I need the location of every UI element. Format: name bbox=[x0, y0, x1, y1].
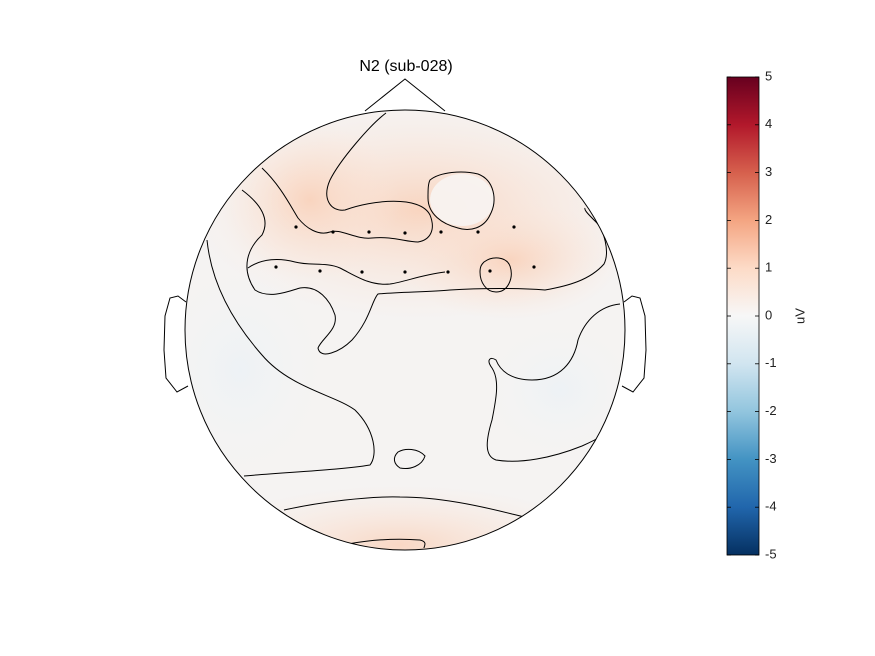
topomap-field bbox=[185, 110, 625, 550]
colorbar-tick-label: 4 bbox=[765, 116, 772, 131]
colorbar-tick-label: 3 bbox=[765, 164, 772, 179]
colorbar-tick-label: 0 bbox=[765, 307, 772, 322]
electrode bbox=[488, 269, 492, 273]
electrode bbox=[294, 225, 298, 229]
colorbar-tick-label: -2 bbox=[765, 403, 777, 418]
colorbar-tick-label: -5 bbox=[765, 546, 777, 561]
nose-outline bbox=[364, 78, 446, 112]
colorbar: 5 4 3 2 1 0 -1 -2 -3 -4 -5 uV bbox=[726, 68, 807, 561]
chart-title: N2 (sub-028) bbox=[359, 58, 452, 75]
left-ear bbox=[163, 295, 189, 393]
contour-line bbox=[347, 538, 426, 549]
electrodes bbox=[274, 225, 536, 274]
contour-line bbox=[261, 112, 433, 243]
contour-line bbox=[427, 171, 495, 230]
electrode bbox=[446, 270, 450, 274]
electrode bbox=[403, 231, 407, 235]
colorbar-tick-label: 2 bbox=[765, 212, 772, 227]
colorbar-tick-label: 1 bbox=[765, 260, 772, 275]
colorbar-unit-label: uV bbox=[792, 308, 807, 324]
electrode bbox=[403, 270, 407, 274]
contour-line bbox=[206, 239, 375, 477]
electrode bbox=[367, 230, 371, 234]
colorbar-gradient bbox=[726, 76, 760, 556]
head-outline bbox=[184, 109, 626, 551]
electrode bbox=[439, 230, 443, 234]
colorbar-tick-label: -3 bbox=[765, 451, 777, 466]
electrode bbox=[274, 265, 278, 269]
contour-line bbox=[241, 189, 607, 355]
colorbar-tick-label: 5 bbox=[765, 68, 772, 83]
contour-line bbox=[486, 303, 621, 462]
contour-line bbox=[479, 257, 512, 293]
electrode bbox=[476, 230, 480, 234]
right-ear bbox=[621, 295, 647, 393]
contour-line bbox=[393, 448, 426, 469]
electrode bbox=[360, 270, 364, 274]
colorbar-tick-label: -1 bbox=[765, 355, 777, 370]
contour-line bbox=[247, 259, 446, 285]
electrode bbox=[318, 269, 322, 273]
colorbar-ticks: 5 4 3 2 1 0 -1 -2 -3 -4 -5 bbox=[727, 68, 777, 561]
electrode bbox=[331, 230, 335, 234]
electrode bbox=[532, 265, 536, 269]
colorbar-tick-label: -4 bbox=[765, 499, 777, 514]
electrode bbox=[512, 225, 516, 229]
